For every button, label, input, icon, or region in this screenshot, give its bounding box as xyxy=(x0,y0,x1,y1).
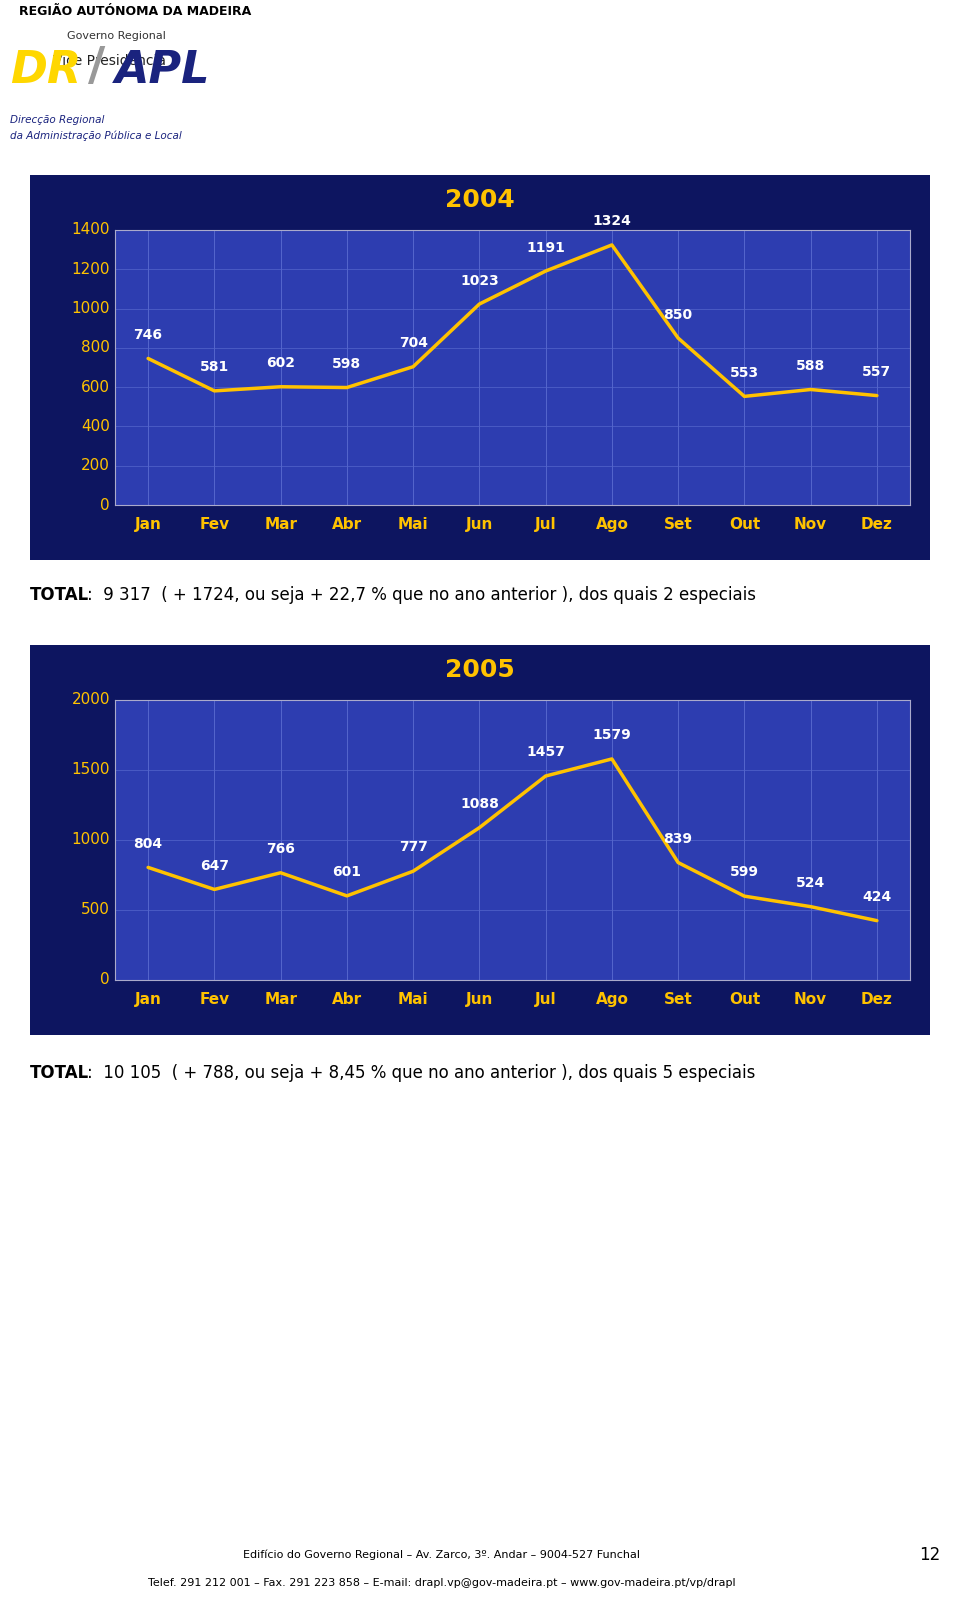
Text: APL: APL xyxy=(115,50,210,91)
Text: Nov: Nov xyxy=(794,518,828,532)
Text: Out: Out xyxy=(729,992,760,1007)
Text: Dez: Dez xyxy=(861,992,893,1007)
Text: 200: 200 xyxy=(82,459,110,473)
Text: :  10 105  ( + 788, ou seja + 8,45 % que no ano anterior ), dos quais 5 especiai: : 10 105 ( + 788, ou seja + 8,45 % que n… xyxy=(86,1064,756,1082)
Text: 424: 424 xyxy=(862,890,892,904)
Text: 12: 12 xyxy=(920,1545,941,1563)
Text: 1200: 1200 xyxy=(71,262,110,276)
Text: 1324: 1324 xyxy=(592,214,632,229)
Text: 400: 400 xyxy=(82,419,110,435)
Text: 1457: 1457 xyxy=(526,745,565,759)
Text: :  9 317  ( + 1724, ou seja + 22,7 % que no ano anterior ), dos quais 2 especiai: : 9 317 ( + 1724, ou seja + 22,7 % que n… xyxy=(86,586,756,604)
Text: 581: 581 xyxy=(200,361,229,374)
Text: 557: 557 xyxy=(862,364,892,379)
Text: 588: 588 xyxy=(796,360,826,372)
Text: Mar: Mar xyxy=(264,992,298,1007)
Text: 2004: 2004 xyxy=(445,189,515,213)
Text: TOTAL: TOTAL xyxy=(30,586,89,604)
Text: Jul: Jul xyxy=(535,518,557,532)
Text: 2000: 2000 xyxy=(71,692,110,708)
Text: 647: 647 xyxy=(200,858,228,873)
Text: Jan: Jan xyxy=(134,992,161,1007)
Text: Mai: Mai xyxy=(397,992,428,1007)
Text: 598: 598 xyxy=(332,356,361,371)
Text: Dez: Dez xyxy=(861,518,893,532)
Text: Mar: Mar xyxy=(264,518,298,532)
Text: Jun: Jun xyxy=(466,992,493,1007)
Text: Abr: Abr xyxy=(332,992,362,1007)
Text: 2005: 2005 xyxy=(445,658,515,682)
Text: 600: 600 xyxy=(81,380,110,395)
Text: 1191: 1191 xyxy=(526,241,565,254)
Text: Abr: Abr xyxy=(332,518,362,532)
Text: 850: 850 xyxy=(663,307,693,321)
Text: Nov: Nov xyxy=(794,992,828,1007)
Text: Fev: Fev xyxy=(200,992,229,1007)
Text: 601: 601 xyxy=(332,865,361,879)
Text: Ago: Ago xyxy=(595,992,628,1007)
Text: 704: 704 xyxy=(398,336,427,350)
Text: 746: 746 xyxy=(133,328,162,342)
Text: 777: 777 xyxy=(398,841,427,855)
Text: da Administração Pública e Local: da Administração Pública e Local xyxy=(10,131,181,141)
Text: Direcção Regional: Direcção Regional xyxy=(10,115,105,125)
Text: Jul: Jul xyxy=(535,992,557,1007)
Text: Set: Set xyxy=(663,518,692,532)
Text: REGIÃO AUTÓNOMA DA MADEIRA: REGIÃO AUTÓNOMA DA MADEIRA xyxy=(19,5,252,18)
Text: Ago: Ago xyxy=(595,518,628,532)
Text: 0: 0 xyxy=(101,497,110,513)
Text: 766: 766 xyxy=(266,842,295,857)
Text: 1400: 1400 xyxy=(71,222,110,238)
Text: 553: 553 xyxy=(730,366,759,380)
Text: 500: 500 xyxy=(82,903,110,917)
Text: 1000: 1000 xyxy=(71,300,110,316)
Text: 839: 839 xyxy=(663,831,692,845)
Text: 599: 599 xyxy=(730,866,758,879)
Text: 0: 0 xyxy=(101,973,110,988)
Text: /: / xyxy=(87,45,105,91)
Text: Mai: Mai xyxy=(397,518,428,532)
Text: Out: Out xyxy=(729,518,760,532)
Text: 1500: 1500 xyxy=(71,762,110,778)
Text: DR: DR xyxy=(10,50,82,91)
Text: Edifício do Governo Regional – Av. Zarco, 3º. Andar – 9004-527 Funchal: Edifício do Governo Regional – Av. Zarco… xyxy=(243,1548,640,1560)
Text: Jun: Jun xyxy=(466,518,493,532)
Text: 800: 800 xyxy=(82,340,110,355)
Text: 602: 602 xyxy=(266,356,295,371)
Text: 1000: 1000 xyxy=(71,833,110,847)
Text: 1023: 1023 xyxy=(460,273,499,288)
Text: 804: 804 xyxy=(133,837,162,850)
Text: 524: 524 xyxy=(796,876,826,890)
Text: 1579: 1579 xyxy=(592,729,632,741)
Text: Governo Regional: Governo Regional xyxy=(67,30,166,42)
Text: 1088: 1088 xyxy=(460,797,499,810)
Text: Vice Presidência: Vice Presidência xyxy=(53,54,166,69)
Text: Jan: Jan xyxy=(134,518,161,532)
Text: Telef. 291 212 001 – Fax. 291 223 858 – E-mail: drapl.vp@gov-madeira.pt – www.go: Telef. 291 212 001 – Fax. 291 223 858 – … xyxy=(148,1579,735,1588)
Text: TOTAL: TOTAL xyxy=(30,1064,89,1082)
Text: Fev: Fev xyxy=(200,518,229,532)
Text: Set: Set xyxy=(663,992,692,1007)
